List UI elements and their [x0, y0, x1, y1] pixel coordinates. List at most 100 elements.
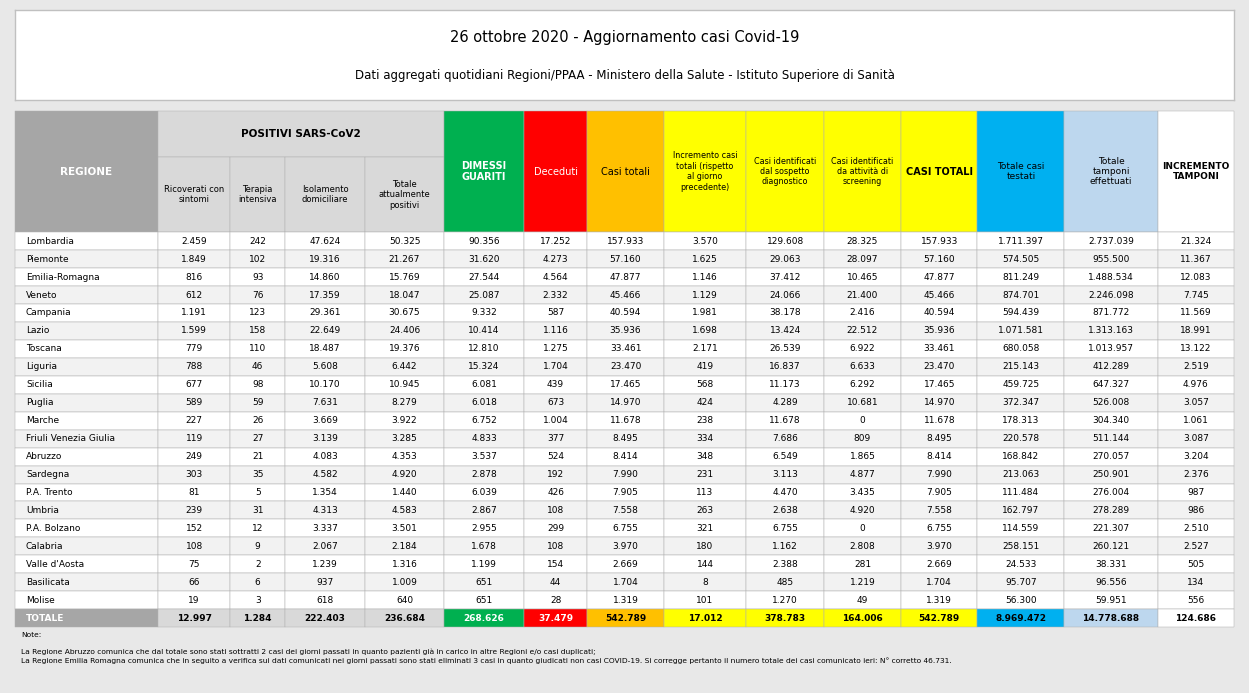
Bar [523, 376, 587, 394]
Text: Casi totali: Casi totali [601, 166, 649, 177]
Text: 281: 281 [854, 560, 871, 569]
Text: Dati aggregati quotidiani Regioni/PPAA - Ministero della Salute - Istituto Super: Dati aggregati quotidiani Regioni/PPAA -… [355, 69, 894, 82]
Text: 4.582: 4.582 [312, 470, 338, 479]
Text: Isolamento
domiciliare: Isolamento domiciliare [302, 185, 348, 204]
Bar [445, 286, 523, 304]
Bar [285, 394, 365, 412]
Bar [747, 502, 824, 520]
Text: 2.376: 2.376 [1183, 470, 1209, 479]
Text: 2.246.098: 2.246.098 [1088, 290, 1134, 299]
Text: 154: 154 [547, 560, 565, 569]
Text: 31.620: 31.620 [468, 254, 500, 263]
Text: 162.797: 162.797 [1003, 506, 1039, 515]
Text: 1.599: 1.599 [181, 326, 207, 335]
Text: 1.319: 1.319 [927, 596, 952, 605]
Text: POSITIVI SARS-CoV2: POSITIVI SARS-CoV2 [241, 129, 361, 139]
Bar [824, 448, 902, 466]
Text: 377: 377 [547, 434, 565, 443]
Text: 1.440: 1.440 [392, 488, 417, 497]
Bar [587, 430, 663, 448]
Text: Friuli Venezia Giulia: Friuli Venezia Giulia [26, 434, 115, 443]
Bar [824, 394, 902, 412]
Bar [159, 448, 230, 466]
Bar [824, 555, 902, 573]
Text: 14.778.688: 14.778.688 [1083, 614, 1139, 623]
Bar [824, 573, 902, 591]
Text: Toscana: Toscana [26, 344, 61, 353]
Bar [1064, 591, 1158, 609]
Bar [1158, 322, 1234, 340]
Bar [587, 502, 663, 520]
Text: 26 ottobre 2020 - Aggiornamento casi Covid-19: 26 ottobre 2020 - Aggiornamento casi Cov… [450, 30, 799, 45]
Bar [663, 520, 747, 537]
Text: 2: 2 [255, 560, 261, 569]
Text: 4.583: 4.583 [392, 506, 417, 515]
Text: 1.849: 1.849 [181, 254, 207, 263]
Text: 1.004: 1.004 [543, 416, 568, 426]
Bar [1158, 484, 1234, 502]
Bar [523, 304, 587, 322]
Bar [230, 286, 285, 304]
Bar [523, 448, 587, 466]
Text: 157.933: 157.933 [921, 237, 958, 246]
Text: 164.006: 164.006 [842, 614, 883, 623]
Bar [747, 573, 824, 591]
Bar [230, 537, 285, 555]
Bar [230, 430, 285, 448]
Text: 157.933: 157.933 [607, 237, 644, 246]
Bar [587, 555, 663, 573]
Text: 213.063: 213.063 [1003, 470, 1039, 479]
Bar [902, 394, 978, 412]
Text: 372.347: 372.347 [1003, 398, 1039, 407]
Text: 4.833: 4.833 [471, 434, 497, 443]
Text: 1.219: 1.219 [849, 578, 876, 587]
Bar [747, 322, 824, 340]
Bar [978, 322, 1064, 340]
Text: 111.484: 111.484 [1003, 488, 1039, 497]
Bar [824, 430, 902, 448]
Bar [663, 555, 747, 573]
Bar [663, 591, 747, 609]
Text: 21.324: 21.324 [1180, 237, 1212, 246]
Bar [587, 340, 663, 358]
Text: 4.289: 4.289 [772, 398, 798, 407]
Text: 3.285: 3.285 [392, 434, 417, 443]
Bar [365, 609, 445, 627]
Bar [587, 111, 663, 232]
Bar [747, 484, 824, 502]
Text: P.A. Trento: P.A. Trento [26, 488, 72, 497]
Bar [15, 520, 159, 537]
Bar [587, 286, 663, 304]
Text: Ricoverati con
sintomi: Ricoverati con sintomi [164, 185, 225, 204]
Text: 6.549: 6.549 [772, 452, 798, 461]
Text: 3.970: 3.970 [612, 542, 638, 551]
Text: 5: 5 [255, 488, 261, 497]
Bar [1158, 268, 1234, 286]
Text: 25.087: 25.087 [468, 290, 500, 299]
Bar [1158, 286, 1234, 304]
Bar [285, 609, 365, 627]
Text: Casi identificati
da attività di
screening: Casi identificati da attività di screeni… [832, 157, 893, 186]
Bar [902, 286, 978, 304]
Text: Emilia-Romagna: Emilia-Romagna [26, 272, 100, 281]
Bar [159, 340, 230, 358]
Text: 1.013.957: 1.013.957 [1088, 344, 1134, 353]
Text: Umbria: Umbria [26, 506, 59, 515]
Text: 7.745: 7.745 [1183, 290, 1209, 299]
Bar [902, 412, 978, 430]
Text: 8.414: 8.414 [927, 452, 952, 461]
Bar [747, 466, 824, 484]
Text: 2.955: 2.955 [471, 524, 497, 533]
Text: 1.191: 1.191 [181, 308, 207, 317]
Bar [15, 250, 159, 268]
Bar [285, 591, 365, 609]
Bar [587, 250, 663, 268]
Bar [902, 502, 978, 520]
Text: 35.936: 35.936 [923, 326, 955, 335]
Text: 6.081: 6.081 [471, 380, 497, 389]
Bar [978, 484, 1064, 502]
Bar [159, 286, 230, 304]
Bar [978, 412, 1064, 430]
Bar [230, 268, 285, 286]
Bar [824, 537, 902, 555]
